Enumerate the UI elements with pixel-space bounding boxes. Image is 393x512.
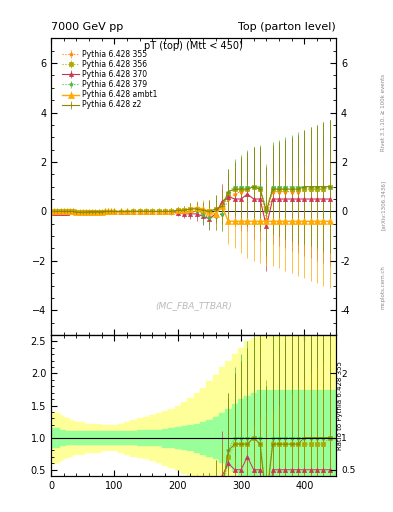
Text: Rivet 3.1.10, ≥ 100k events: Rivet 3.1.10, ≥ 100k events — [381, 74, 386, 151]
Text: 7000 GeV pp: 7000 GeV pp — [51, 22, 123, 32]
Text: Top (parton level): Top (parton level) — [238, 22, 336, 32]
Y-axis label: Ratio to Pythia 6.428 355: Ratio to Pythia 6.428 355 — [338, 361, 343, 450]
Text: pT (top) (Mtt < 450): pT (top) (Mtt < 450) — [144, 41, 243, 51]
Text: (MC_FBA_TTBAR): (MC_FBA_TTBAR) — [155, 301, 232, 310]
Text: [arXiv:1306.3436]: [arXiv:1306.3436] — [381, 180, 386, 230]
Text: mcplots.cern.ch: mcplots.cern.ch — [381, 265, 386, 309]
Legend: Pythia 6.428 355, Pythia 6.428 356, Pythia 6.428 370, Pythia 6.428 379, Pythia 6: Pythia 6.428 355, Pythia 6.428 356, Pyth… — [61, 48, 159, 111]
